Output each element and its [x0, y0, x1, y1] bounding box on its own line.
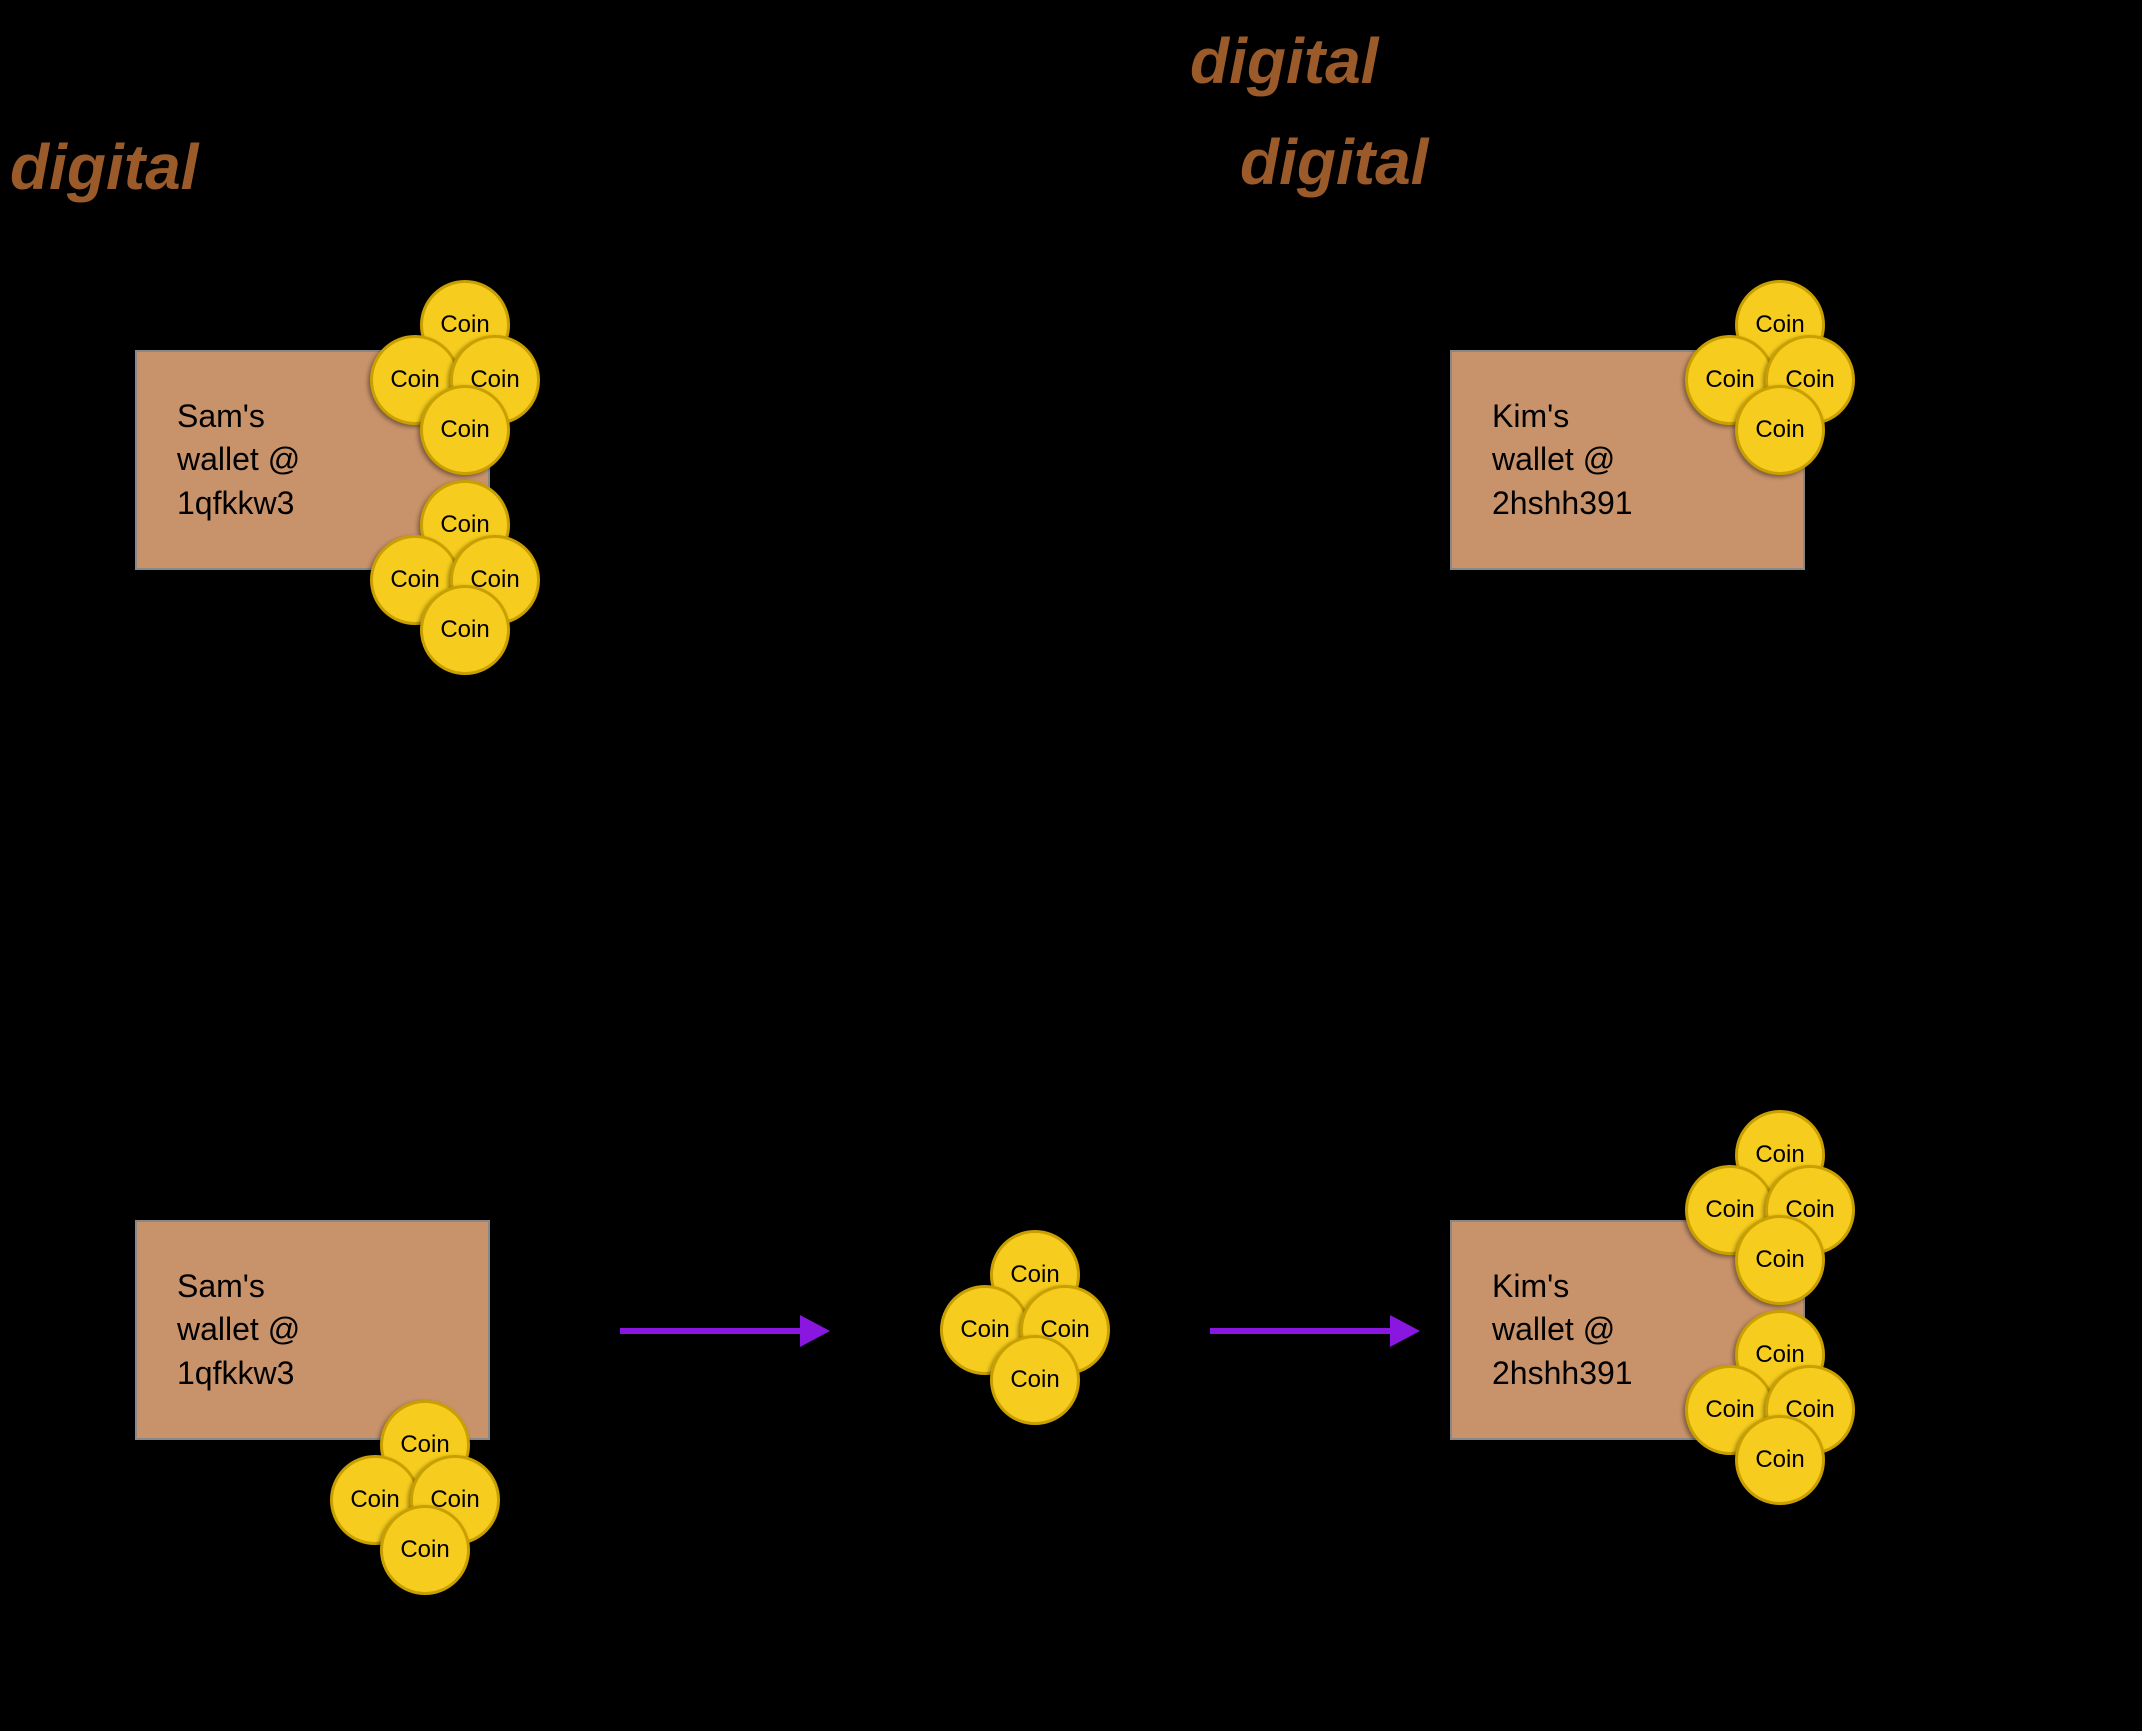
coin-icon: Coin	[1735, 1415, 1825, 1505]
explain-bottom: Sam sends 4 coins to Kim	[740, 980, 1360, 1038]
coin-cluster-sam-top-upper: CoinCoinCoinCoin	[370, 280, 570, 480]
wallet-line: Sam's	[177, 1265, 488, 1308]
wallet-line: 2hshh391	[1492, 482, 1803, 525]
coin-cluster-kim-bottom-lower: CoinCoinCoinCoin	[1685, 1310, 1885, 1510]
digital-label-3: digital	[1240, 125, 1428, 199]
coin-cluster-kim-top: CoinCoinCoinCoin	[1685, 280, 1885, 480]
coin-cluster-kim-bottom-upper: CoinCoinCoinCoin	[1685, 1110, 1885, 1310]
coin-icon: Coin	[1735, 385, 1825, 475]
coin-icon: Coin	[420, 585, 510, 675]
explain-top-right: Kim has 4 coins in her wallet	[1400, 38, 2084, 96]
coin-icon: Coin	[990, 1335, 1080, 1425]
arrow-head-icon	[800, 1315, 830, 1347]
coin-cluster-sam-bottom: CoinCoinCoinCoin	[330, 1400, 530, 1600]
arrow-head-icon	[1390, 1315, 1420, 1347]
coin-icon: Coin	[380, 1505, 470, 1595]
wallet-line: 1qfkkw3	[177, 1352, 488, 1395]
arrow-left	[620, 1315, 830, 1347]
coin-cluster-middle: CoinCoinCoinCoin	[940, 1230, 1140, 1430]
coin-cluster-sam-top-lower: CoinCoinCoinCoin	[370, 480, 570, 680]
digital-label-1: digital	[10, 130, 198, 204]
coin-icon: Coin	[420, 385, 510, 475]
coin-icon: Coin	[1735, 1215, 1825, 1305]
explain-top-left: Sam has 8 coins in his wallet	[200, 140, 889, 198]
arrow-right	[1210, 1315, 1420, 1347]
digital-label-2: digital	[1190, 24, 1378, 98]
arrow-line-icon	[620, 1328, 800, 1334]
wallet-line: wallet @	[177, 1308, 488, 1351]
arrow-line-icon	[1210, 1328, 1390, 1334]
